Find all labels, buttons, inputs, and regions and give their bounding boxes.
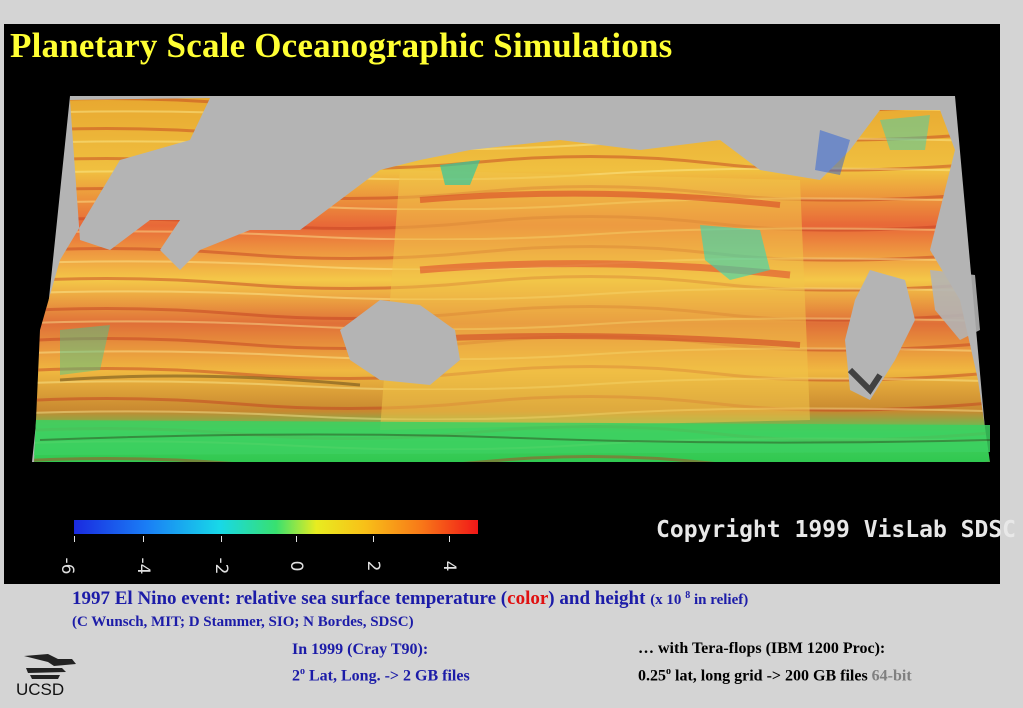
caption-scale: (x 10 8 in relief) (650, 590, 749, 608)
caption-right-2: 0.25o lat, long grid -> 200 GB files 64-… (638, 666, 912, 685)
colorbar-tick-mark (296, 536, 297, 542)
temperature-colorbar (74, 520, 478, 534)
ucsd-logo: UCSD (14, 650, 84, 707)
colorbar-tick-label: 2 (363, 560, 383, 572)
slide-title: Planetary Scale Oceanographic Simulation… (10, 26, 673, 65)
caption-superscript: o (666, 666, 671, 677)
caption-text: lat, long grid -> 200 GB files (671, 667, 872, 685)
colorbar-tick-label: 0 (286, 560, 306, 572)
caption-text: 0.25 (638, 667, 666, 685)
colorbar-tick-mark (221, 536, 222, 542)
caption-line-2: (C Wunsch, MIT; D Stammer, SIO; N Bordes… (72, 614, 414, 630)
caption-right-1: … with Tera-flops (IBM 1200 Proc): (638, 640, 886, 657)
colorbar-tick-mark (449, 536, 450, 542)
caption-text: 2 (292, 667, 300, 685)
caption-left-2: 2o Lat, Long. -> 2 GB files (292, 666, 470, 685)
colorbar-tick-label: 4 (439, 560, 459, 572)
colorbar-tick-label: -4 (133, 557, 153, 575)
australia (340, 300, 460, 385)
caption-text: (x 10 (650, 592, 686, 608)
caption-superscript: o (300, 666, 305, 677)
south-america (845, 270, 915, 400)
copyright-text: Copyright 1999 VisLab SDSC (656, 517, 1017, 543)
colorbar-tick-label: -6 (57, 557, 77, 575)
colorbar-tick-mark (373, 536, 374, 542)
caption-color-word: color (507, 588, 549, 609)
caption-text: in relief) (690, 592, 749, 608)
caption-text: Lat, Long. -> 2 GB files (305, 667, 470, 685)
caption-superscript: 8 (685, 590, 691, 601)
colorbar-tick-label: -2 (211, 557, 231, 575)
colorbar-tick-mark (143, 536, 144, 542)
caption-line-1: 1997 El Nino event: relative sea surface… (72, 588, 748, 610)
caption-64bit: 64-bit (871, 667, 912, 685)
ucsd-emblem-icon (24, 654, 76, 679)
caption-left-1: In 1999 (Cray T90): (292, 641, 429, 658)
caption-text: 1997 El Nino event: relative sea surface… (72, 588, 508, 609)
ucsd-logo-text: UCSD (16, 680, 65, 699)
colorbar-tick-mark (74, 536, 75, 542)
caption-text: ) and height (548, 588, 651, 609)
